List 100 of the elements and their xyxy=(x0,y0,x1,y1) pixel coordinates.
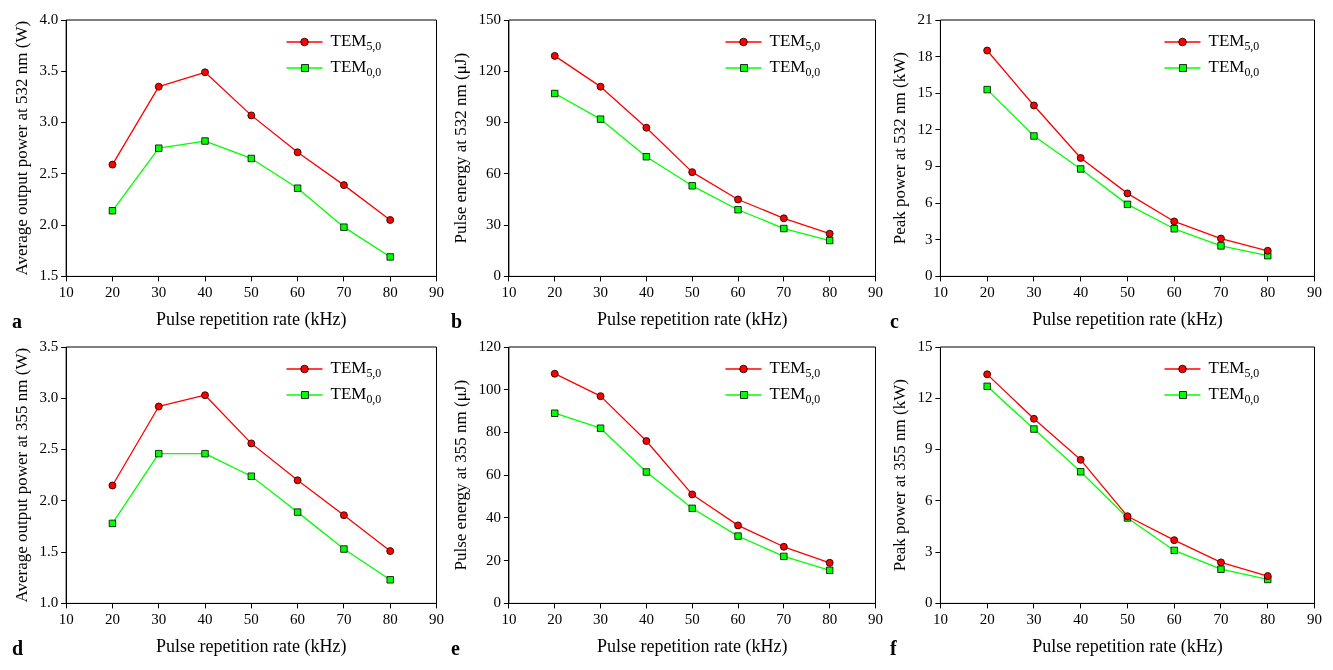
y-axis-title: Peak power at 532 nm (kW) xyxy=(889,52,909,245)
x-tick-label: 70 xyxy=(776,284,792,301)
x-tick-label: 40 xyxy=(638,611,654,628)
x-tick-label: 50 xyxy=(1119,611,1135,628)
y-axis-title: Pulse energy at 355 nm (μJ) xyxy=(450,379,470,571)
y-tick-label: 9 xyxy=(924,157,933,174)
y-tick-label: 0 xyxy=(493,594,501,611)
y-tick-label: 6 xyxy=(924,194,933,211)
y-tick-label: 80 xyxy=(485,423,501,440)
y-tick-label: 2.0 xyxy=(39,216,59,233)
y-tick-label: 3 xyxy=(924,543,933,560)
x-tick-label: 90 xyxy=(1307,611,1322,628)
x-tick-label: 30 xyxy=(593,611,609,628)
y-tick-label: 2.5 xyxy=(39,164,59,181)
x-tick-label: 40 xyxy=(638,284,654,301)
y-tick-label: 4.0 xyxy=(39,10,59,27)
x-tick-label: 30 xyxy=(1026,611,1042,628)
text: e xyxy=(451,637,460,660)
x-tick-label: 40 xyxy=(197,284,213,301)
x-tick-label: 10 xyxy=(501,284,517,301)
y-tick-label: 3.5 xyxy=(39,62,59,79)
y-tick-label: 12 xyxy=(917,120,933,137)
y-tick-label: 0 xyxy=(493,267,501,284)
y-tick-label: 20 xyxy=(485,551,501,568)
y-tick-label: 0 xyxy=(924,594,933,611)
x-tick-label: 10 xyxy=(501,611,517,628)
x-tick-label: 90 xyxy=(868,611,883,628)
x-tick-label: 80 xyxy=(822,284,838,301)
y-tick-label: 30 xyxy=(485,216,501,233)
x-tick-label: 60 xyxy=(1166,611,1182,628)
x-tick-label: 20 xyxy=(104,284,120,301)
x-tick-label: 70 xyxy=(776,611,792,628)
x-axis-title: Pulse repetition rate (kHz) xyxy=(596,308,788,330)
y-tick-label: 0 xyxy=(924,267,933,284)
y-tick-label: 1.5 xyxy=(39,543,59,560)
x-tick-label: 10 xyxy=(932,284,948,301)
y-tick-label: 1.5 xyxy=(39,267,59,284)
x-tick-label: 70 xyxy=(1213,611,1229,628)
x-tick-label: 40 xyxy=(197,611,213,628)
y-tick-label: 9 xyxy=(924,440,933,457)
x-tick-label: 10 xyxy=(932,611,948,628)
y-axis-title: Average output power at 532 nm (W) xyxy=(11,20,31,276)
x-tick-label: 20 xyxy=(104,611,120,628)
y-tick-label: 21 xyxy=(917,10,933,27)
y-tick-label: 60 xyxy=(485,466,501,483)
x-tick-label: 30 xyxy=(151,284,167,301)
y-axis-title: Peak power at 355 nm (kW) xyxy=(889,379,909,572)
x-axis-title: Pulse repetition rate (kHz) xyxy=(596,635,788,657)
y-tick-label: 6 xyxy=(924,491,933,508)
x-axis-title: Pulse repetition rate (kHz) xyxy=(1032,308,1223,330)
text: c xyxy=(890,310,899,333)
text: b xyxy=(451,310,463,333)
x-axis-title: Pulse repetition rate (kHz) xyxy=(1032,635,1223,657)
x-tick-label: 70 xyxy=(336,611,352,628)
x-tick-label: 20 xyxy=(979,284,995,301)
x-tick-label: 80 xyxy=(1260,284,1276,301)
x-tick-label: 30 xyxy=(593,284,609,301)
y-tick-label: 100 xyxy=(478,380,501,397)
x-tick-label: 30 xyxy=(151,611,167,628)
x-tick-label: 50 xyxy=(684,284,700,301)
x-tick-label: 40 xyxy=(1073,284,1089,301)
x-tick-label: 80 xyxy=(1260,611,1276,628)
y-tick-label: 150 xyxy=(478,10,501,27)
x-tick-label: 60 xyxy=(730,284,746,301)
y-tick-label: 15 xyxy=(917,337,933,354)
y-tick-label: 40 xyxy=(485,508,501,525)
x-tick-label: 60 xyxy=(290,284,306,301)
y-axis-title: Pulse energy at 532 nm (μJ) xyxy=(450,52,470,244)
x-tick-label: 90 xyxy=(429,284,444,301)
text: a xyxy=(12,310,22,333)
x-tick-label: 50 xyxy=(1119,284,1135,301)
x-tick-label: 90 xyxy=(429,611,444,628)
x-tick-label: 70 xyxy=(1213,284,1229,301)
x-tick-label: 80 xyxy=(382,284,398,301)
y-tick-label: 2.0 xyxy=(39,491,59,508)
x-tick-label: 60 xyxy=(1166,284,1182,301)
x-tick-label: 80 xyxy=(382,611,398,628)
x-tick-label: 50 xyxy=(243,611,259,628)
x-tick-label: 20 xyxy=(547,284,563,301)
x-tick-label: 20 xyxy=(547,611,563,628)
x-tick-label: 90 xyxy=(868,284,883,301)
x-tick-label: 60 xyxy=(290,611,306,628)
y-tick-label: 15 xyxy=(917,84,933,101)
y-tick-label: 3.0 xyxy=(39,389,59,406)
x-axis-title: Pulse repetition rate (kHz) xyxy=(156,635,347,657)
x-tick-label: 40 xyxy=(1073,611,1089,628)
x-tick-label: 20 xyxy=(979,611,995,628)
x-tick-label: 50 xyxy=(684,611,700,628)
y-tick-label: 60 xyxy=(485,164,501,181)
y-tick-label: 3.0 xyxy=(39,113,59,130)
text: d xyxy=(12,637,24,660)
y-tick-label: 12 xyxy=(917,389,933,406)
x-tick-label: 50 xyxy=(243,284,259,301)
y-tick-label: 3.5 xyxy=(39,337,59,354)
x-tick-label: 90 xyxy=(1307,284,1322,301)
y-tick-label: 3 xyxy=(924,230,933,247)
x-tick-label: 30 xyxy=(1026,284,1042,301)
y-tick-label: 1.0 xyxy=(39,594,59,611)
y-tick-label: 120 xyxy=(478,62,501,79)
x-tick-label: 70 xyxy=(336,284,352,301)
